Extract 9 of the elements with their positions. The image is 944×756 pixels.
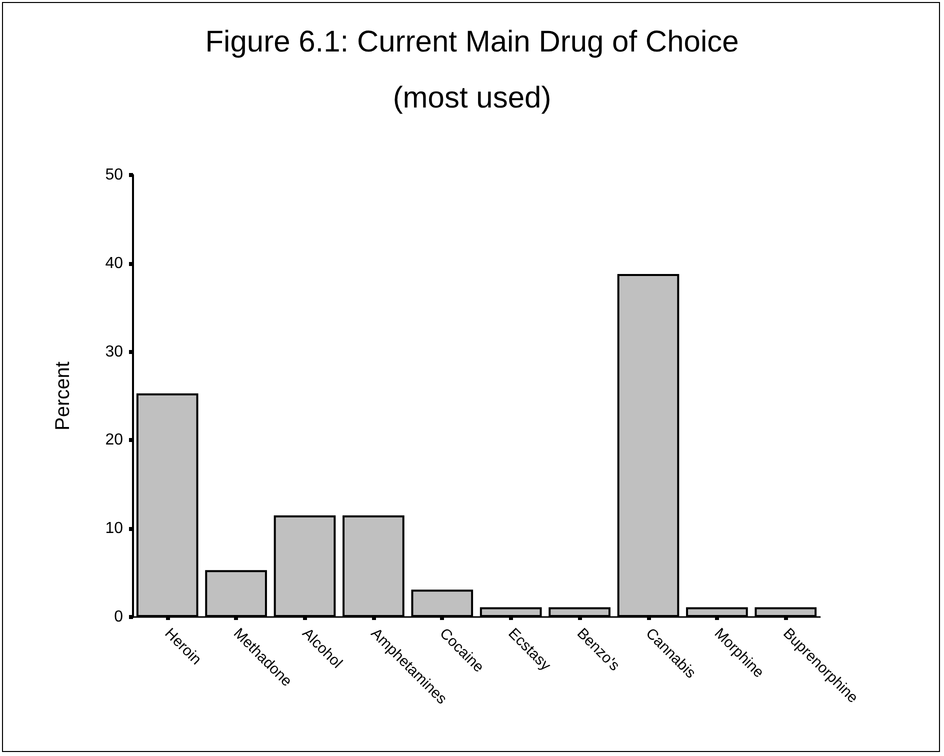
- y-axis-title: Percent: [52, 361, 74, 430]
- y-tick-label: 40: [105, 254, 124, 272]
- y-tick-label: 10: [105, 520, 124, 538]
- y-tick-label: 30: [105, 343, 124, 360]
- y-tick-label: 50: [105, 166, 124, 184]
- y-tick-label: 20: [105, 432, 124, 449]
- chart-title: Figure 6.1: Current Main Drug of Choice: [205, 26, 739, 58]
- y-tick-label: 0: [114, 608, 124, 626]
- chart-subtitle: (most used): [392, 82, 552, 114]
